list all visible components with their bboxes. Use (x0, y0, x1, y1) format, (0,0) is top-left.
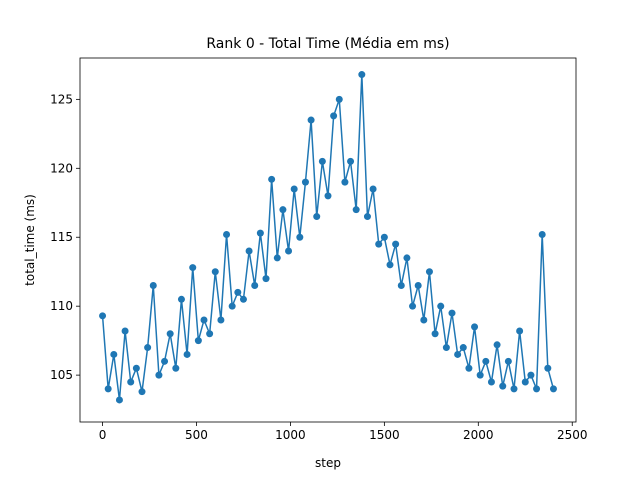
point (448, 309, 456, 317)
point (206, 330, 214, 338)
point (521, 378, 529, 386)
point (527, 371, 535, 379)
point (138, 388, 146, 396)
point (487, 378, 495, 386)
point (341, 178, 349, 186)
point (397, 282, 405, 289)
y-tick-label: 120 (50, 161, 73, 175)
point (516, 327, 524, 335)
point (121, 327, 129, 335)
point (380, 233, 388, 241)
point (155, 371, 163, 379)
point (161, 357, 169, 365)
point (358, 71, 366, 79)
point (239, 295, 247, 303)
point (262, 275, 270, 283)
point (245, 247, 253, 255)
point (301, 178, 309, 186)
y-axis-label: total_time (ms) (23, 194, 37, 286)
point (454, 350, 462, 358)
point (352, 206, 360, 214)
point (459, 344, 467, 352)
point (285, 247, 293, 255)
y-tick-label: 110 (50, 299, 73, 313)
point (290, 185, 298, 193)
point (425, 268, 433, 276)
point (115, 396, 123, 404)
point (437, 302, 445, 310)
point (482, 357, 490, 365)
point (273, 254, 281, 262)
point (313, 213, 321, 221)
point (538, 230, 546, 238)
point (104, 385, 112, 393)
y-tick-label: 105 (50, 368, 73, 382)
point (414, 282, 422, 289)
plot-frame (79, 57, 577, 423)
chart-title: Rank 0 - Total Time (Média em ms) (206, 36, 449, 52)
point (392, 240, 400, 248)
point (149, 282, 157, 289)
point (544, 364, 552, 372)
point (132, 364, 140, 372)
point (144, 344, 152, 352)
point (217, 316, 225, 324)
x-tick-label: 2500 (557, 428, 588, 442)
point (172, 364, 180, 372)
point (296, 233, 304, 241)
point (476, 371, 484, 379)
point (279, 206, 287, 214)
point (465, 364, 473, 372)
x-tick-label: 1500 (369, 428, 400, 442)
y-tick-label: 115 (50, 230, 73, 244)
point (324, 192, 332, 200)
point (330, 112, 338, 120)
point (335, 95, 343, 103)
point (420, 316, 428, 324)
point (177, 295, 185, 303)
point (251, 282, 259, 289)
point (183, 350, 191, 358)
point (442, 344, 450, 352)
y-tick-label: 125 (50, 92, 73, 106)
point (403, 254, 411, 262)
point (223, 230, 231, 238)
point (200, 316, 208, 324)
point (369, 185, 377, 193)
point (409, 302, 417, 310)
x-tick-label: 0 (99, 428, 107, 442)
point (363, 213, 371, 221)
point (504, 357, 512, 365)
point (189, 264, 197, 272)
point (431, 330, 439, 338)
point (99, 312, 107, 320)
point (307, 116, 315, 124)
point (375, 240, 383, 248)
point (256, 229, 264, 237)
point (386, 261, 394, 269)
point (211, 268, 219, 276)
x-tick-label: 2000 (463, 428, 494, 442)
x-tick-label: 500 (185, 428, 208, 442)
point (499, 382, 507, 390)
point (510, 385, 518, 393)
point (194, 337, 202, 345)
point (268, 175, 276, 183)
x-axis-label: step (315, 456, 341, 470)
point (318, 157, 326, 165)
point (347, 157, 355, 165)
point (533, 385, 541, 393)
point (549, 385, 557, 393)
point (234, 288, 242, 296)
point (110, 350, 118, 358)
point (166, 330, 174, 338)
point (228, 302, 236, 310)
point (493, 341, 501, 349)
point (471, 323, 479, 331)
point (127, 378, 135, 386)
x-tick-label: 1000 (275, 428, 306, 442)
